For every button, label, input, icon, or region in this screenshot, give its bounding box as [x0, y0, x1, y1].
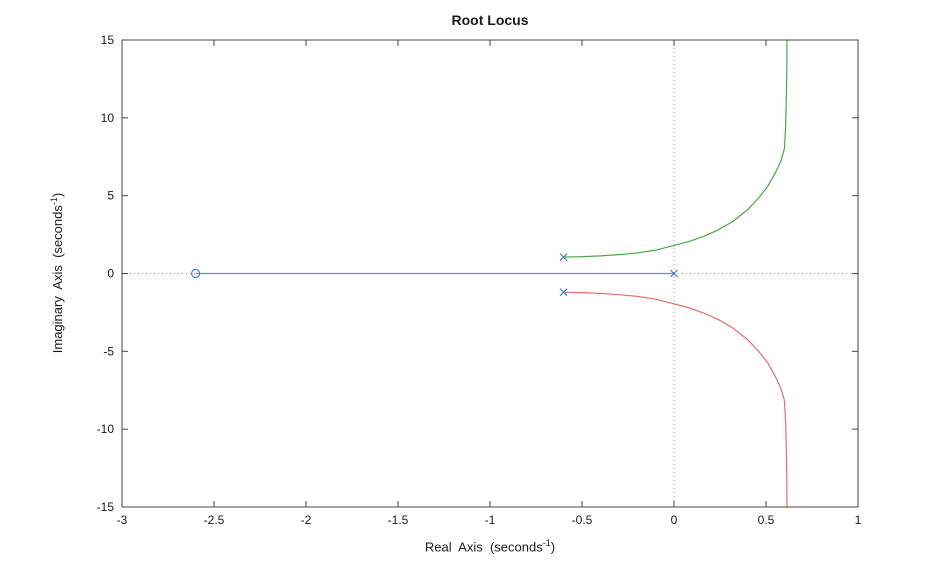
y-axis-label-text: Imaginary Axis (seconds: [50, 205, 66, 354]
x-axis-label-text: Real Axis (seconds: [424, 539, 543, 555]
y-axis-label: Imaginary Axis (seconds-1): [49, 193, 65, 353]
zero-marker: [191, 268, 201, 279]
y-axis-label-suffix: ): [50, 192, 66, 198]
pole-marker: [559, 288, 568, 297]
y-tick-label: 10: [101, 111, 115, 125]
chart-title: Root Locus: [451, 12, 529, 28]
x-tick-label: -0.5: [572, 513, 593, 527]
pole-marker: [670, 269, 678, 278]
lower-complex-branch: [563, 291, 788, 507]
x-tick-label: 0: [671, 513, 678, 527]
y-tick-label: 15: [101, 33, 115, 47]
x-tick-label: -1.5: [388, 513, 409, 527]
upper-complex-branch: [563, 40, 788, 258]
x-axis-label-sup: -1: [542, 538, 551, 548]
x-tick-label: -3: [117, 513, 128, 527]
x-tick-label: 1: [855, 513, 862, 527]
y-axis-label-sup: -1: [48, 197, 59, 206]
y-tick-label: 0: [107, 267, 114, 281]
x-tick-label: -2.5: [204, 513, 225, 527]
y-tick-label: -5: [103, 344, 114, 358]
x-axis-label-suffix: ): [550, 539, 556, 555]
x-axis-label: Real Axis (seconds-1): [122, 538, 858, 554]
y-tick-label: -15: [97, 500, 115, 514]
x-tick-label: -1: [485, 513, 496, 527]
series-group: [195, 40, 788, 507]
y-tick-label: -10: [97, 422, 115, 436]
y-tick-label: 5: [107, 189, 114, 203]
pole-marker: [559, 253, 568, 262]
x-tick-label: -2: [301, 513, 312, 527]
x-tick-label: 0.5: [758, 513, 775, 527]
